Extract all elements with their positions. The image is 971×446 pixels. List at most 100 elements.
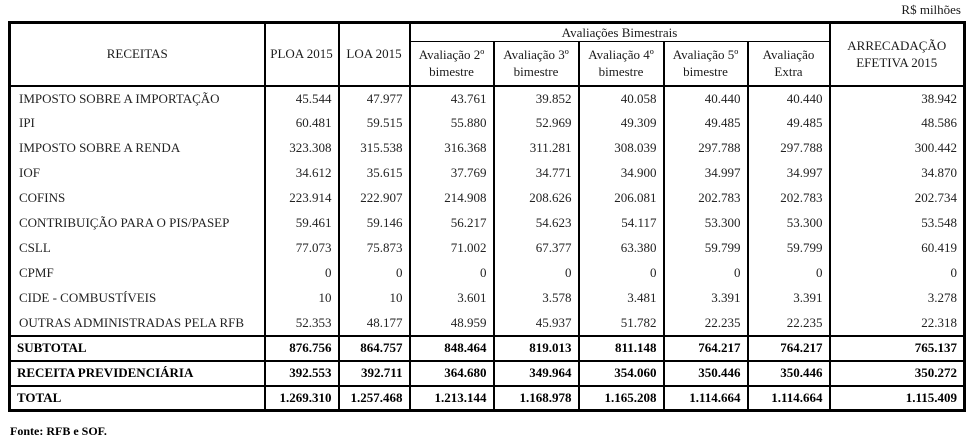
value-cell: 349.964 — [492, 359, 580, 386]
value-cell: 49.309 — [577, 110, 665, 136]
value-cell: 35.615 — [337, 160, 411, 186]
column-header-avaliacao-5-bimestre: Avaliação 5º bimestre — [662, 41, 749, 87]
value-cell: 819.013 — [492, 334, 580, 361]
value-cell: 311.281 — [492, 135, 580, 161]
value-cell: 55.880 — [408, 110, 495, 136]
arrecadacao-line1: ARRECADAÇÃO — [847, 37, 947, 53]
table-row: IPI 60.481 59.515 55.880 52.969 49.309 49.485 4… — [8, 110, 966, 136]
value-cell: 38.942 — [828, 85, 966, 111]
table-row: CONTRIBUIÇÃO PARA O PIS/PASEP 59.461 59.14… — [8, 210, 966, 236]
value-cell: 52.969 — [492, 110, 580, 136]
sub-header-line2: bimestre — [598, 64, 644, 80]
value-cell: 37.769 — [408, 160, 495, 186]
value-cell: 208.626 — [492, 185, 580, 211]
column-header-avaliacao-4-bimestre: Avaliação 4º bimestre — [577, 41, 665, 87]
value-cell: 43.761 — [408, 85, 495, 111]
table-row: IOF 34.612 35.615 37.769 34.771 34.900 34.997 3… — [8, 160, 966, 186]
value-cell: 45.544 — [263, 85, 340, 111]
column-group-header-avaliacoes-bimestrais: Avaliações Bimestrais — [408, 22, 831, 42]
value-cell: 53.300 — [662, 210, 749, 236]
value-cell: 10 — [263, 285, 340, 311]
sub-header-line1: Avaliação 3º — [503, 46, 569, 62]
row-label-cell: IMPOSTO SOBRE A IMPORTAÇÃO — [8, 85, 266, 111]
value-cell: 0 — [408, 260, 495, 286]
table-row: CSLL 77.073 75.873 71.002 67.377 63.380 59.799… — [8, 235, 966, 261]
value-cell: 1.114.664 — [662, 384, 749, 411]
value-cell: 3.481 — [577, 285, 665, 311]
value-cell: 59.799 — [746, 235, 831, 261]
value-cell: 3.278 — [828, 285, 966, 311]
value-cell: 206.081 — [577, 185, 665, 211]
value-cell: 392.711 — [337, 359, 411, 386]
value-cell: 0 — [746, 260, 831, 286]
value-cell: 53.300 — [746, 210, 831, 236]
table-row: OUTRAS ADMINISTRADAS PELA RFB 52.353 48.17… — [8, 310, 966, 336]
row-label-cell: IMPOSTO SOBRE A RENDA — [8, 135, 266, 161]
value-cell: 202.734 — [828, 185, 966, 211]
value-cell: 3.391 — [662, 285, 749, 311]
value-cell: 1.257.468 — [337, 384, 411, 411]
value-cell: 202.783 — [746, 185, 831, 211]
row-label-cell: CONTRIBUIÇÃO PARA O PIS/PASEP — [8, 210, 266, 236]
source-footnote: Fonte: RFB e SOF. — [10, 424, 107, 438]
table-header: RECEITAS PLOA 2015 LOA 2015 Avaliações B… — [8, 22, 966, 87]
value-cell: 0 — [577, 260, 665, 286]
value-cell: 350.446 — [746, 359, 831, 386]
column-header-loa-2015: LOA 2015 — [337, 22, 411, 87]
value-cell: 1.115.409 — [828, 384, 966, 411]
value-cell: 48.177 — [337, 310, 411, 336]
value-cell: 40.440 — [746, 85, 831, 111]
value-cell: 63.380 — [577, 235, 665, 261]
value-cell: 60.481 — [263, 110, 340, 136]
value-cell: 0 — [263, 260, 340, 286]
value-cell: 54.623 — [492, 210, 580, 236]
arrecadacao-line2: EFETIVA 2015 — [856, 55, 938, 71]
revenue-table: RECEITAS PLOA 2015 LOA 2015 Avaliações B… — [8, 21, 966, 412]
value-cell: 60.419 — [828, 235, 966, 261]
value-cell: 34.997 — [662, 160, 749, 186]
value-cell: 34.870 — [828, 160, 966, 186]
sub-header-line2: bimestre — [513, 64, 559, 80]
table-row: SUBTOTAL 876.756 864.757 848.464 819.013 811.… — [8, 334, 966, 361]
value-cell: 392.553 — [263, 359, 340, 386]
row-label-cell: COFINS — [8, 185, 266, 211]
value-cell: 864.757 — [337, 334, 411, 361]
column-header-avaliacao-extra: Avaliação Extra — [746, 41, 831, 87]
row-label-cell: SUBTOTAL — [8, 334, 266, 361]
value-cell: 364.680 — [408, 359, 495, 386]
value-cell: 67.377 — [492, 235, 580, 261]
value-cell: 53.548 — [828, 210, 966, 236]
value-cell: 59.146 — [337, 210, 411, 236]
value-cell: 34.612 — [263, 160, 340, 186]
value-cell: 0 — [492, 260, 580, 286]
sub-header-line2: bimestre — [429, 64, 474, 80]
value-cell: 51.782 — [577, 310, 665, 336]
value-cell: 75.873 — [337, 235, 411, 261]
value-cell: 22.235 — [746, 310, 831, 336]
value-cell: 48.586 — [828, 110, 966, 136]
value-cell: 39.852 — [492, 85, 580, 111]
sub-header-line1: Avaliação — [762, 46, 815, 62]
table-row: IMPOSTO SOBRE A RENDA 323.308 315.538 316.3… — [8, 135, 966, 161]
table-row: RECEITA PREVIDENCIÁRIA 392.553 392.711 364.… — [8, 359, 966, 386]
row-label-cell: IOF — [8, 160, 266, 186]
row-label-cell: RECEITA PREVIDENCIÁRIA — [8, 359, 266, 386]
sub-header-row: Avaliação 2º bimestre Avaliação 3º bimestr… — [10, 41, 965, 87]
column-header-avaliacao-3-bimestre: Avaliação 3º bimestre — [492, 41, 580, 87]
value-cell: 22.318 — [828, 310, 966, 336]
value-cell: 3.601 — [408, 285, 495, 311]
currency-unit-note: R$ milhões — [901, 2, 961, 17]
value-cell: 315.538 — [337, 135, 411, 161]
column-header-avaliacao-2-bimestre: Avaliação 2º bimestre — [408, 41, 495, 87]
row-label-cell: CIDE - COMBUSTÍVEIS — [8, 285, 266, 311]
value-cell: 59.461 — [263, 210, 340, 236]
value-cell: 49.485 — [746, 110, 831, 136]
value-cell: 10 — [337, 285, 411, 311]
sub-header-line2: bimestre — [683, 64, 728, 80]
value-cell: 47.977 — [337, 85, 411, 111]
value-cell: 764.217 — [746, 334, 831, 361]
table-row: COFINS 223.914 222.907 214.908 208.626 206.08… — [8, 185, 966, 211]
table-row: IMPOSTO SOBRE A IMPORTAÇÃO 45.544 47.977 43… — [8, 85, 966, 111]
table-row: CPMF 0 0 0 0 0 0 0 0 — [8, 260, 966, 286]
value-cell: 49.485 — [662, 110, 749, 136]
